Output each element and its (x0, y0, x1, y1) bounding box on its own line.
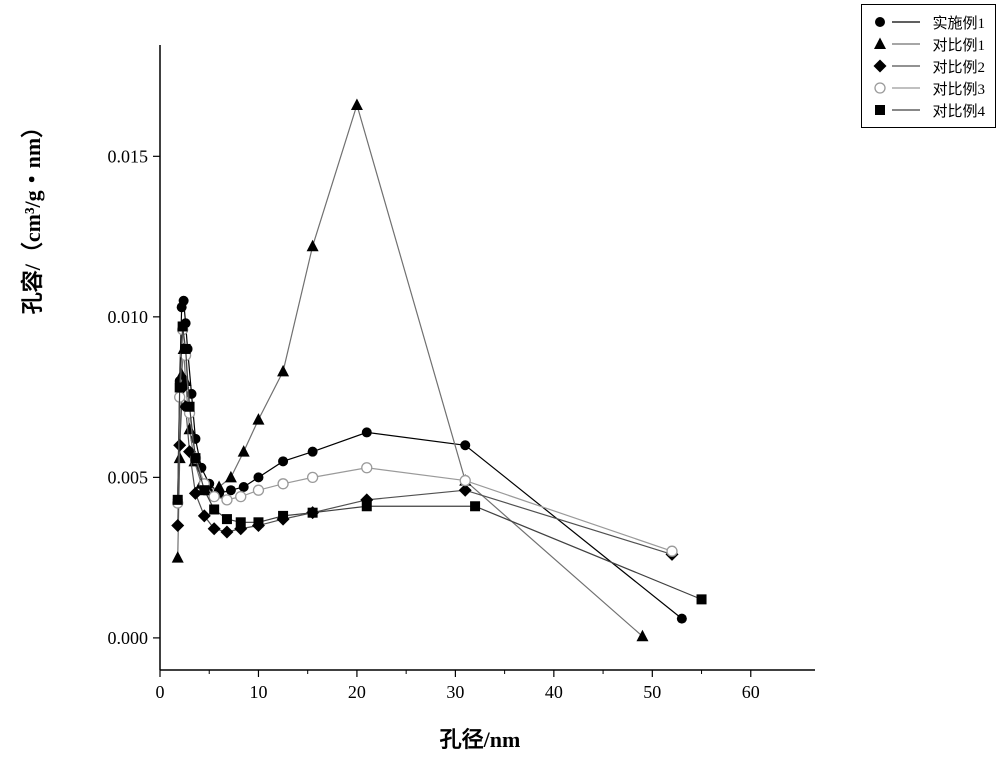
legend: 实施例1对比例1对比例2对比例3对比例4 (861, 4, 996, 128)
legend-label: 对比例4 (932, 100, 985, 121)
legend-item: 对比例3 (872, 77, 985, 99)
y-tick-label: 0.015 (108, 146, 149, 166)
legend-item: 对比例4 (872, 99, 985, 121)
x-tick-label: 40 (545, 682, 563, 702)
legend-item: 实施例1 (872, 11, 985, 33)
x-axis-label: 孔径/nm (0, 722, 960, 754)
y-tick-label: 0.010 (108, 307, 149, 327)
legend-label: 对比例1 (932, 34, 985, 55)
y-axis-label: 孔容/（cm³/g・nm） (15, 0, 47, 515)
legend-label: 对比例2 (932, 56, 985, 77)
series (172, 98, 649, 641)
x-tick-label: 30 (446, 682, 464, 702)
legend-item: 对比例2 (872, 55, 985, 77)
chart-container: 01020304050600.0000.0050.0100.015 孔径/nm … (0, 0, 1000, 764)
chart-svg: 0 10 20 30 40 50 60 0.000 0.005 0.010 0.015 (0, 0, 1000, 764)
series (171, 381, 678, 561)
legend-label: 实施例1 (932, 12, 985, 33)
legend-item: 对比例1 (872, 33, 985, 55)
series (173, 321, 707, 604)
x-tick-label: 60 (742, 682, 760, 702)
y-tick-label: 0.005 (108, 467, 149, 487)
x-tick-label: 10 (249, 682, 267, 702)
x-tick-label: 50 (643, 682, 661, 702)
series (173, 296, 687, 624)
x-tick-label: 20 (348, 682, 366, 702)
y-tick-label: 0.000 (108, 628, 149, 648)
x-tick-label: 0 (156, 682, 165, 702)
legend-label: 对比例3 (932, 78, 985, 99)
